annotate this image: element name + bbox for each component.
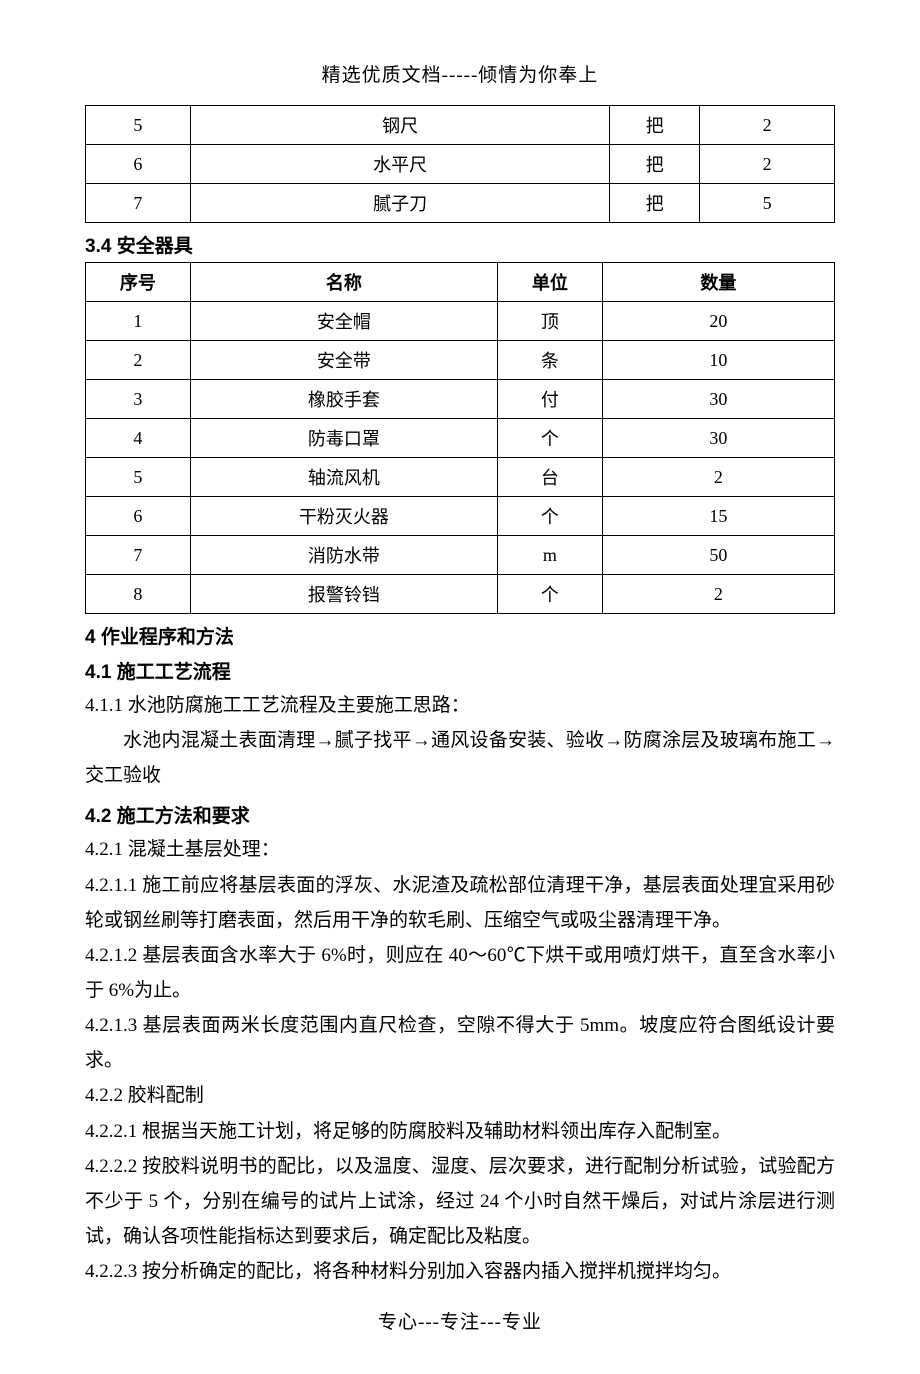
cell-qty: 5 (700, 184, 835, 223)
cell-qty: 15 (602, 497, 834, 536)
cell-seq: 6 (86, 145, 191, 184)
cell-name: 安全帽 (190, 302, 497, 341)
cell-qty: 2 (700, 106, 835, 145)
table-header-row: 序号 名称 单位 数量 (86, 263, 835, 302)
cell-qty: 10 (602, 341, 834, 380)
cell-seq: 7 (86, 536, 191, 575)
table-row: 3 橡胶手套 付 30 (86, 380, 835, 419)
page-header: 精选优质文档-----倾情为你奉上 (85, 60, 835, 87)
cell-qty: 2 (602, 458, 834, 497)
cell-name: 干粉灭火器 (190, 497, 497, 536)
cell-name: 报警铃铛 (190, 575, 497, 614)
cell-name: 防毒口罩 (190, 419, 497, 458)
para-4-1-1-flow: 水池内混凝土表面清理→腻子找平→通风设备安装、验收→防腐涂层及玻璃布施工→交工验… (85, 723, 835, 793)
para-4-2-1: 4.2.1 混凝土基层处理： (85, 832, 835, 867)
table-row: 2 安全带 条 10 (86, 341, 835, 380)
cell-qty: 20 (602, 302, 834, 341)
cell-unit: 台 (497, 458, 602, 497)
cell-qty: 50 (602, 536, 834, 575)
cell-seq: 7 (86, 184, 191, 223)
cell-name: 轴流风机 (190, 458, 497, 497)
para-4-2-2-3: 4.2.2.3 按分析确定的配比，将各种材料分别加入容器内插入搅拌机搅拌均匀。 (85, 1254, 835, 1289)
table-row: 7 腻子刀 把 5 (86, 184, 835, 223)
tools-table-fragment: 5 钢尺 把 2 6 水平尺 把 2 7 腻子刀 把 5 (85, 105, 835, 223)
cell-unit: 条 (497, 341, 602, 380)
cell-qty: 2 (602, 575, 834, 614)
section-4-1-heading: 4.1 施工工艺流程 (85, 657, 835, 684)
cell-qty: 30 (602, 380, 834, 419)
cell-seq: 6 (86, 497, 191, 536)
section-3-4-heading: 3.4 安全器具 (85, 231, 835, 258)
cell-seq: 4 (86, 419, 191, 458)
document-page: 精选优质文档-----倾情为你奉上 5 钢尺 把 2 6 水平尺 把 2 7 腻… (0, 0, 920, 1374)
cell-name: 安全带 (190, 341, 497, 380)
cell-name: 水平尺 (190, 145, 609, 184)
cell-seq: 5 (86, 106, 191, 145)
col-qty: 数量 (602, 263, 834, 302)
cell-name: 腻子刀 (190, 184, 609, 223)
table-row: 5 钢尺 把 2 (86, 106, 835, 145)
cell-name: 橡胶手套 (190, 380, 497, 419)
cell-seq: 5 (86, 458, 191, 497)
cell-seq: 8 (86, 575, 191, 614)
safety-equipment-table: 序号 名称 单位 数量 1 安全帽 顶 20 2 安全带 条 10 3 橡胶手套 (85, 262, 835, 614)
col-name: 名称 (190, 263, 497, 302)
cell-seq: 2 (86, 341, 191, 380)
cell-unit: 个 (497, 419, 602, 458)
table-row: 8 报警铃铛 个 2 (86, 575, 835, 614)
cell-unit: 顶 (497, 302, 602, 341)
table-row: 5 轴流风机 台 2 (86, 458, 835, 497)
cell-name: 钢尺 (190, 106, 609, 145)
table-row: 7 消防水带 m 50 (86, 536, 835, 575)
table-row: 1 安全帽 顶 20 (86, 302, 835, 341)
section-4-heading: 4 作业程序和方法 (85, 622, 835, 649)
page-footer: 专心---专注---专业 (85, 1307, 835, 1334)
cell-name: 消防水带 (190, 536, 497, 575)
col-unit: 单位 (497, 263, 602, 302)
cell-seq: 3 (86, 380, 191, 419)
para-4-2-2-1: 4.2.2.1 根据当天施工计划，将足够的防腐胶料及辅助材料领出库存入配制室。 (85, 1114, 835, 1149)
table-row: 6 水平尺 把 2 (86, 145, 835, 184)
cell-unit: 付 (497, 380, 602, 419)
cell-unit: 把 (610, 145, 700, 184)
cell-qty: 30 (602, 419, 834, 458)
cell-seq: 1 (86, 302, 191, 341)
cell-unit: 把 (610, 184, 700, 223)
para-4-2-1-1: 4.2.1.1 施工前应将基层表面的浮灰、水泥渣及疏松部位清理干净，基层表面处理… (85, 868, 835, 938)
para-4-2-1-3: 4.2.1.3 基层表面两米长度范围内直尺检查，空隙不得大于 5mm。坡度应符合… (85, 1008, 835, 1078)
cell-unit: 个 (497, 497, 602, 536)
cell-qty: 2 (700, 145, 835, 184)
cell-unit: 把 (610, 106, 700, 145)
para-4-1-1: 4.1.1 水池防腐施工工艺流程及主要施工思路： (85, 688, 835, 723)
para-4-2-1-2: 4.2.1.2 基层表面含水率大于 6%时，则应在 40～60℃下烘干或用喷灯烘… (85, 938, 835, 1008)
table-row: 6 干粉灭火器 个 15 (86, 497, 835, 536)
col-seq: 序号 (86, 263, 191, 302)
section-4-2-heading: 4.2 施工方法和要求 (85, 801, 835, 828)
table-row: 4 防毒口罩 个 30 (86, 419, 835, 458)
cell-unit: 个 (497, 575, 602, 614)
cell-unit: m (497, 536, 602, 575)
para-4-2-2: 4.2.2 胶料配制 (85, 1078, 835, 1113)
para-4-2-2-2: 4.2.2.2 按胶料说明书的配比，以及温度、湿度、层次要求，进行配制分析试验，… (85, 1149, 835, 1254)
